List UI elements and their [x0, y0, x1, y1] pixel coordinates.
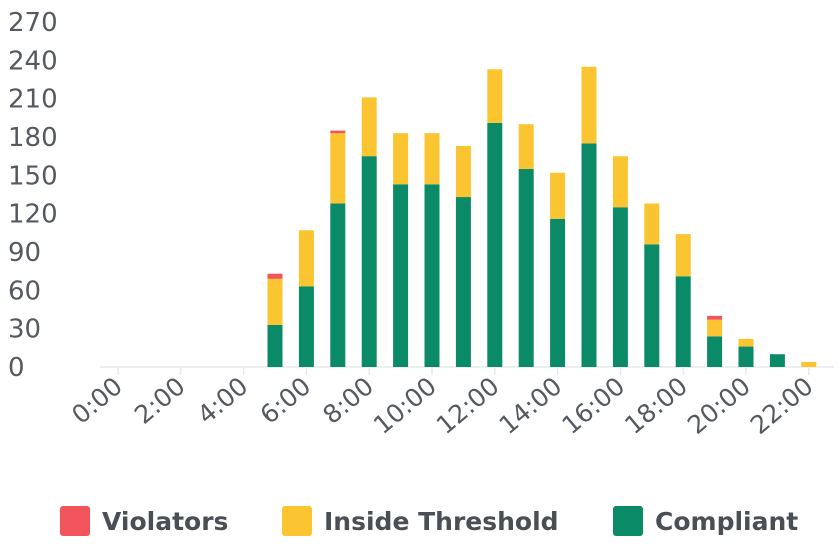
legend-label-compliant: Compliant — [655, 506, 799, 536]
x-tick-label: 0:00 — [66, 371, 128, 429]
legend-item-compliant[interactable]: Compliant — [613, 506, 798, 536]
bar-segment-compliant[interactable] — [769, 354, 785, 367]
x-tick-label: 18:00 — [619, 371, 693, 440]
bar-segment-compliant[interactable] — [298, 286, 314, 368]
stacked-bar-chart: 0 30 60 90 120 150 180 210 240 270 0:00 2:00 4:00 6:… — [8, 8, 834, 440]
bar-segment-violators[interactable] — [267, 273, 283, 279]
bar-segment-compliant[interactable] — [267, 324, 283, 367]
bar-segment-inside-threshold[interactable] — [267, 278, 283, 325]
legend: Violators Inside Threshold Compliant — [0, 506, 838, 546]
bar-segment-compliant[interactable] — [612, 207, 628, 367]
bar-segment-inside-threshold[interactable] — [330, 133, 346, 204]
bar-segment-inside-threshold[interactable] — [612, 156, 628, 208]
bar-segment-violators[interactable] — [330, 130, 346, 134]
legend-label-inside-threshold: Inside Threshold — [324, 506, 559, 536]
y-tick-label: 90 — [8, 238, 41, 268]
bar-segment-inside-threshold[interactable] — [424, 133, 440, 185]
y-tick-label: 150 — [8, 161, 58, 191]
x-tick-label: 10:00 — [368, 371, 442, 440]
y-tick-label: 30 — [8, 315, 41, 345]
bar-segment-inside-threshold[interactable] — [801, 361, 817, 367]
y-tick-label: 270 — [8, 8, 58, 38]
bar-segment-compliant[interactable] — [361, 156, 377, 367]
bar-segment-inside-threshold[interactable] — [393, 133, 409, 185]
bar-segment-inside-threshold[interactable] — [581, 66, 597, 144]
bar-segment-inside-threshold[interactable] — [298, 230, 314, 287]
x-tick-label: 6:00 — [255, 371, 317, 429]
x-tick-label: 16:00 — [556, 371, 630, 440]
x-tick-label: 14:00 — [494, 371, 568, 440]
bar-segment-compliant[interactable] — [738, 346, 754, 367]
bar-segment-violators[interactable] — [707, 315, 723, 320]
bar-segment-inside-threshold[interactable] — [518, 124, 534, 169]
x-tick-label: 20:00 — [682, 371, 756, 440]
bar-segment-inside-threshold[interactable] — [550, 172, 566, 219]
y-axis: 0 30 60 90 120 150 180 210 240 270 — [8, 8, 58, 383]
bar-segment-inside-threshold[interactable] — [487, 69, 503, 123]
y-tick-label: 120 — [8, 200, 58, 230]
bar-segment-compliant[interactable] — [455, 197, 471, 367]
bar-segment-compliant[interactable] — [330, 203, 346, 367]
x-axis: 0:00 2:00 4:00 6:00 8:0010:0012:0014:0016:00… — [66, 367, 819, 440]
legend-swatch-violators — [60, 506, 90, 536]
bar-segment-inside-threshold[interactable] — [361, 97, 377, 157]
bar-segment-inside-threshold[interactable] — [455, 145, 471, 198]
bar-segment-compliant[interactable] — [393, 184, 409, 367]
legend-swatch-inside-threshold — [282, 506, 312, 536]
bar-segment-inside-threshold[interactable] — [738, 338, 754, 347]
x-tick-label: 2:00 — [129, 371, 191, 429]
bar-segment-inside-threshold[interactable] — [707, 319, 723, 337]
legend-item-inside-threshold[interactable]: Inside Threshold — [282, 506, 559, 536]
x-tick-label: 22:00 — [745, 371, 819, 440]
bar-segment-inside-threshold[interactable] — [644, 203, 660, 245]
legend-swatch-compliant — [613, 506, 643, 536]
bar-segment-compliant[interactable] — [487, 122, 503, 367]
y-tick-label: 180 — [8, 123, 58, 153]
bar-segment-compliant[interactable] — [581, 143, 597, 367]
bar-segment-inside-threshold[interactable] — [675, 234, 691, 277]
bar-segment-compliant[interactable] — [644, 244, 660, 367]
y-tick-label: 60 — [8, 276, 41, 306]
y-tick-label: 0 — [8, 353, 25, 383]
x-tick-label: 12:00 — [431, 371, 505, 440]
legend-label-violators: Violators — [102, 506, 229, 536]
y-tick-label: 240 — [8, 46, 58, 76]
legend-item-violators[interactable]: Violators — [60, 506, 228, 536]
x-tick-label: 4:00 — [192, 371, 254, 429]
bar-segment-compliant[interactable] — [424, 184, 440, 367]
bars — [267, 66, 817, 368]
bar-segment-compliant[interactable] — [550, 218, 566, 367]
y-tick-label: 210 — [8, 85, 58, 115]
bar-segment-compliant[interactable] — [707, 336, 723, 367]
bar-segment-compliant[interactable] — [675, 276, 691, 367]
bar-segment-compliant[interactable] — [518, 168, 534, 367]
